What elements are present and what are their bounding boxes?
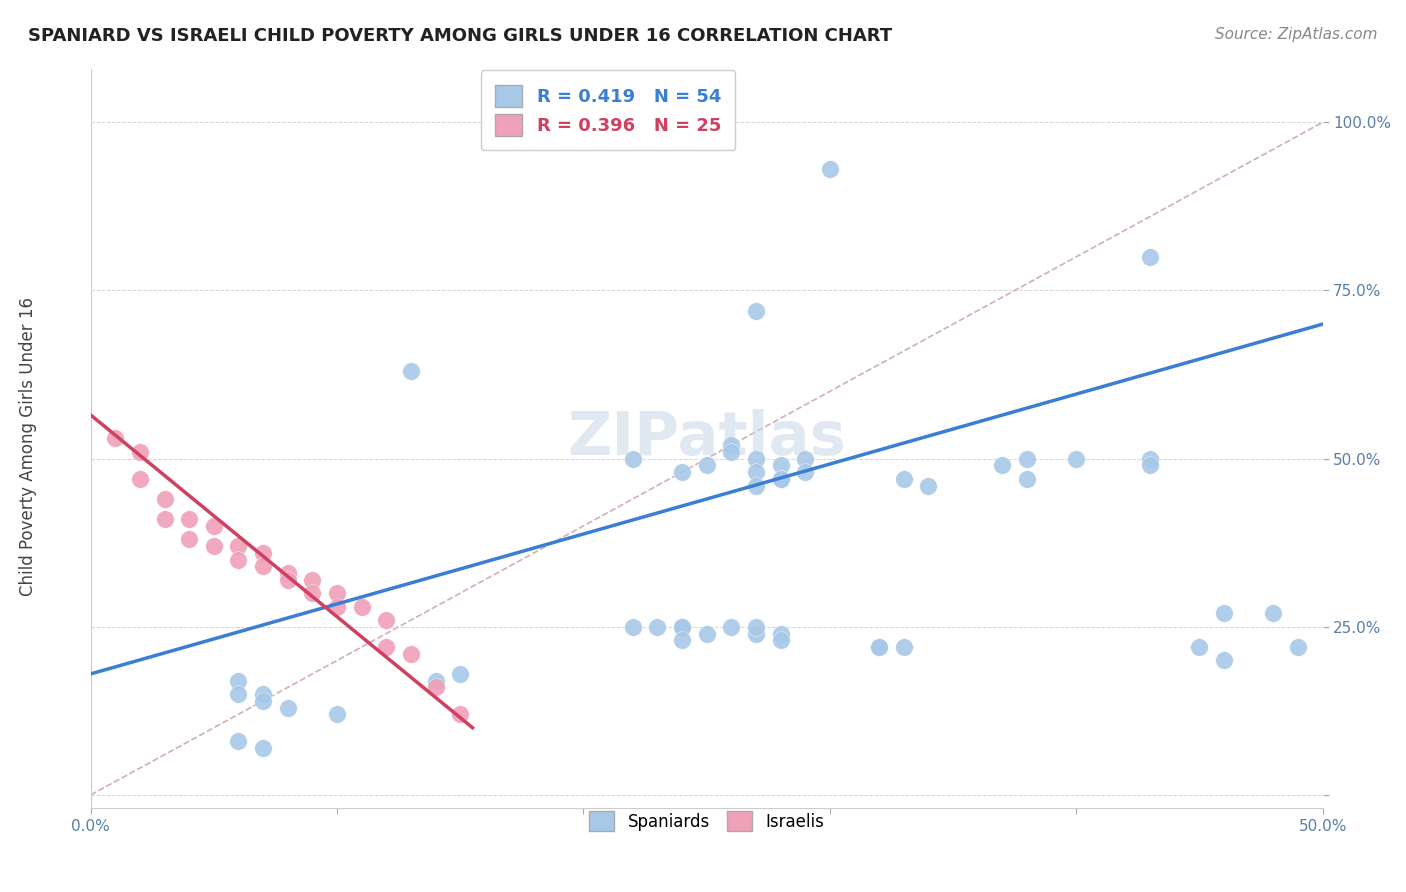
- Point: [769, 626, 792, 640]
- Point: [1139, 458, 1161, 473]
- Point: [917, 478, 939, 492]
- Point: [277, 566, 299, 580]
- Point: [818, 162, 841, 177]
- Point: [621, 620, 644, 634]
- Point: [893, 472, 915, 486]
- Point: [128, 472, 150, 486]
- Point: [745, 626, 768, 640]
- Point: [769, 633, 792, 648]
- Point: [252, 546, 274, 560]
- Point: [1015, 451, 1038, 466]
- Point: [671, 465, 693, 479]
- Point: [425, 673, 447, 688]
- Point: [277, 573, 299, 587]
- Point: [399, 364, 422, 378]
- Point: [153, 491, 176, 506]
- Point: [228, 539, 250, 553]
- Point: [671, 620, 693, 634]
- Point: [1213, 607, 1236, 621]
- Point: [425, 681, 447, 695]
- Point: [720, 620, 742, 634]
- Point: [1188, 640, 1211, 654]
- Point: [153, 512, 176, 526]
- Point: [769, 472, 792, 486]
- Point: [375, 613, 398, 627]
- Point: [868, 640, 890, 654]
- Point: [671, 633, 693, 648]
- Point: [647, 620, 669, 634]
- Point: [228, 673, 250, 688]
- Point: [696, 626, 718, 640]
- Point: [745, 451, 768, 466]
- Point: [1213, 653, 1236, 667]
- Point: [671, 620, 693, 634]
- Point: [202, 519, 225, 533]
- Point: [745, 465, 768, 479]
- Point: [326, 599, 349, 614]
- Point: [326, 586, 349, 600]
- Point: [179, 533, 201, 547]
- Point: [104, 432, 127, 446]
- Point: [252, 559, 274, 574]
- Point: [228, 734, 250, 748]
- Point: [745, 303, 768, 318]
- Point: [375, 640, 398, 654]
- Point: [1064, 451, 1087, 466]
- Point: [301, 573, 323, 587]
- Point: [228, 687, 250, 701]
- Point: [399, 647, 422, 661]
- Point: [301, 586, 323, 600]
- Point: [621, 451, 644, 466]
- Point: [277, 700, 299, 714]
- Point: [449, 707, 471, 722]
- Point: [769, 472, 792, 486]
- Point: [794, 451, 817, 466]
- Text: SPANIARD VS ISRAELI CHILD POVERTY AMONG GIRLS UNDER 16 CORRELATION CHART: SPANIARD VS ISRAELI CHILD POVERTY AMONG …: [28, 27, 893, 45]
- Point: [179, 512, 201, 526]
- Point: [991, 458, 1014, 473]
- Point: [745, 620, 768, 634]
- Point: [794, 465, 817, 479]
- Point: [745, 478, 768, 492]
- Point: [202, 539, 225, 553]
- Text: Source: ZipAtlas.com: Source: ZipAtlas.com: [1215, 27, 1378, 42]
- Point: [720, 438, 742, 452]
- Point: [449, 667, 471, 681]
- Point: [893, 640, 915, 654]
- Point: [252, 694, 274, 708]
- Point: [720, 445, 742, 459]
- Point: [1139, 250, 1161, 264]
- Text: ZIPatlas: ZIPatlas: [567, 409, 846, 468]
- Point: [228, 552, 250, 566]
- Point: [1263, 607, 1285, 621]
- Text: Child Poverty Among Girls Under 16: Child Poverty Among Girls Under 16: [20, 296, 37, 596]
- Legend: Spaniards, Israelis: Spaniards, Israelis: [576, 797, 837, 845]
- Point: [252, 687, 274, 701]
- Point: [252, 740, 274, 755]
- Point: [1015, 472, 1038, 486]
- Point: [769, 458, 792, 473]
- Point: [128, 445, 150, 459]
- Point: [696, 458, 718, 473]
- Point: [1286, 640, 1309, 654]
- Point: [1139, 451, 1161, 466]
- Point: [868, 640, 890, 654]
- Point: [326, 707, 349, 722]
- Point: [350, 599, 373, 614]
